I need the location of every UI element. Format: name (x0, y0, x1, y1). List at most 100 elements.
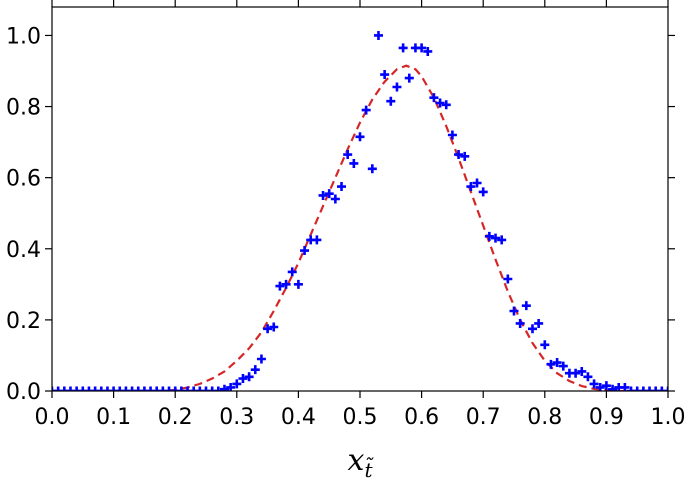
data-point (398, 43, 408, 53)
data-point (441, 100, 451, 110)
y-tick-label: 0.6 (6, 167, 41, 192)
data-point (281, 279, 291, 289)
data-point (183, 386, 193, 391)
x-axis-title-subscript: t̃ (364, 456, 374, 482)
data-point (447, 130, 457, 140)
x-tick-label: 0.2 (158, 405, 193, 430)
data-point (164, 386, 174, 391)
data-point (632, 386, 642, 391)
data-point (238, 374, 248, 384)
data-point (65, 386, 75, 391)
data-point (207, 386, 217, 391)
data-point (355, 132, 365, 142)
data-point (96, 386, 106, 391)
data-point (312, 235, 322, 245)
plot-data-group (52, 30, 668, 391)
data-point (404, 73, 414, 83)
data-point (571, 368, 581, 378)
data-point (263, 324, 273, 334)
data-point (417, 43, 427, 53)
data-point (139, 386, 149, 391)
data-point (386, 96, 396, 106)
data-point (497, 235, 507, 245)
data-point (367, 164, 377, 174)
y-tick-label: 0.8 (6, 96, 41, 121)
data-point (72, 386, 82, 391)
data-point (201, 386, 211, 391)
plot-frame (51, 6, 669, 392)
data-point (189, 386, 199, 391)
data-point (90, 386, 100, 391)
data-point (232, 379, 242, 389)
data-point (472, 178, 482, 188)
data-point (466, 182, 476, 192)
data-point (540, 340, 550, 350)
data-point (521, 301, 531, 311)
data-point (601, 381, 611, 391)
data-point (213, 386, 223, 391)
data-point (318, 190, 328, 200)
data-point (78, 386, 88, 391)
data-point (330, 194, 340, 204)
data-point (546, 359, 556, 369)
data-point (269, 322, 279, 332)
x-axis-title: xt̃ (348, 443, 375, 482)
data-point (102, 386, 112, 391)
data-point (300, 246, 310, 256)
data-point (589, 379, 599, 389)
x-tick-label: 0.8 (527, 405, 562, 430)
data-point (275, 281, 285, 291)
data-point (657, 386, 667, 391)
x-tick-label: 0.6 (404, 405, 439, 430)
data-point (250, 365, 260, 375)
data-point (509, 306, 519, 316)
data-point (577, 366, 587, 376)
data-point (109, 386, 119, 391)
x-tick-label: 0.7 (466, 405, 501, 430)
data-point (435, 98, 445, 108)
y-tick-label: 0.4 (6, 238, 41, 263)
data-point (343, 150, 353, 160)
data-point (638, 386, 648, 391)
x-tick-label: 1.0 (651, 405, 686, 430)
data-point (127, 386, 137, 391)
data-point (293, 279, 303, 289)
data-point (429, 93, 439, 103)
data-point (53, 386, 63, 391)
x-axis-title-main: x (348, 443, 365, 478)
data-point (195, 386, 205, 391)
data-point (146, 386, 156, 391)
x-tick-label: 0.4 (281, 405, 316, 430)
data-point (558, 361, 568, 371)
data-point (324, 189, 334, 199)
data-point (219, 384, 229, 391)
data-point (226, 382, 236, 391)
x-tick-label: 0.5 (343, 405, 378, 430)
data-point (552, 358, 562, 368)
data-point (503, 274, 513, 284)
data-point (170, 386, 180, 391)
data-point (287, 267, 297, 277)
data-point (133, 386, 143, 391)
data-point (121, 386, 131, 391)
data-point (595, 382, 605, 391)
data-point (152, 386, 162, 391)
data-point (337, 182, 347, 192)
data-point (491, 233, 501, 243)
data-point (158, 386, 168, 391)
data-point (608, 384, 618, 391)
data-point (460, 151, 470, 161)
data-point (256, 354, 266, 364)
data-point (454, 150, 464, 160)
data-point (478, 187, 488, 197)
data-point (244, 372, 254, 382)
data-point (380, 70, 390, 80)
data-point (176, 386, 186, 391)
data-point (361, 105, 371, 115)
data-point (423, 46, 433, 56)
data-point (349, 158, 359, 168)
data-point (484, 231, 494, 241)
data-point (84, 386, 94, 391)
data-point (583, 372, 593, 382)
